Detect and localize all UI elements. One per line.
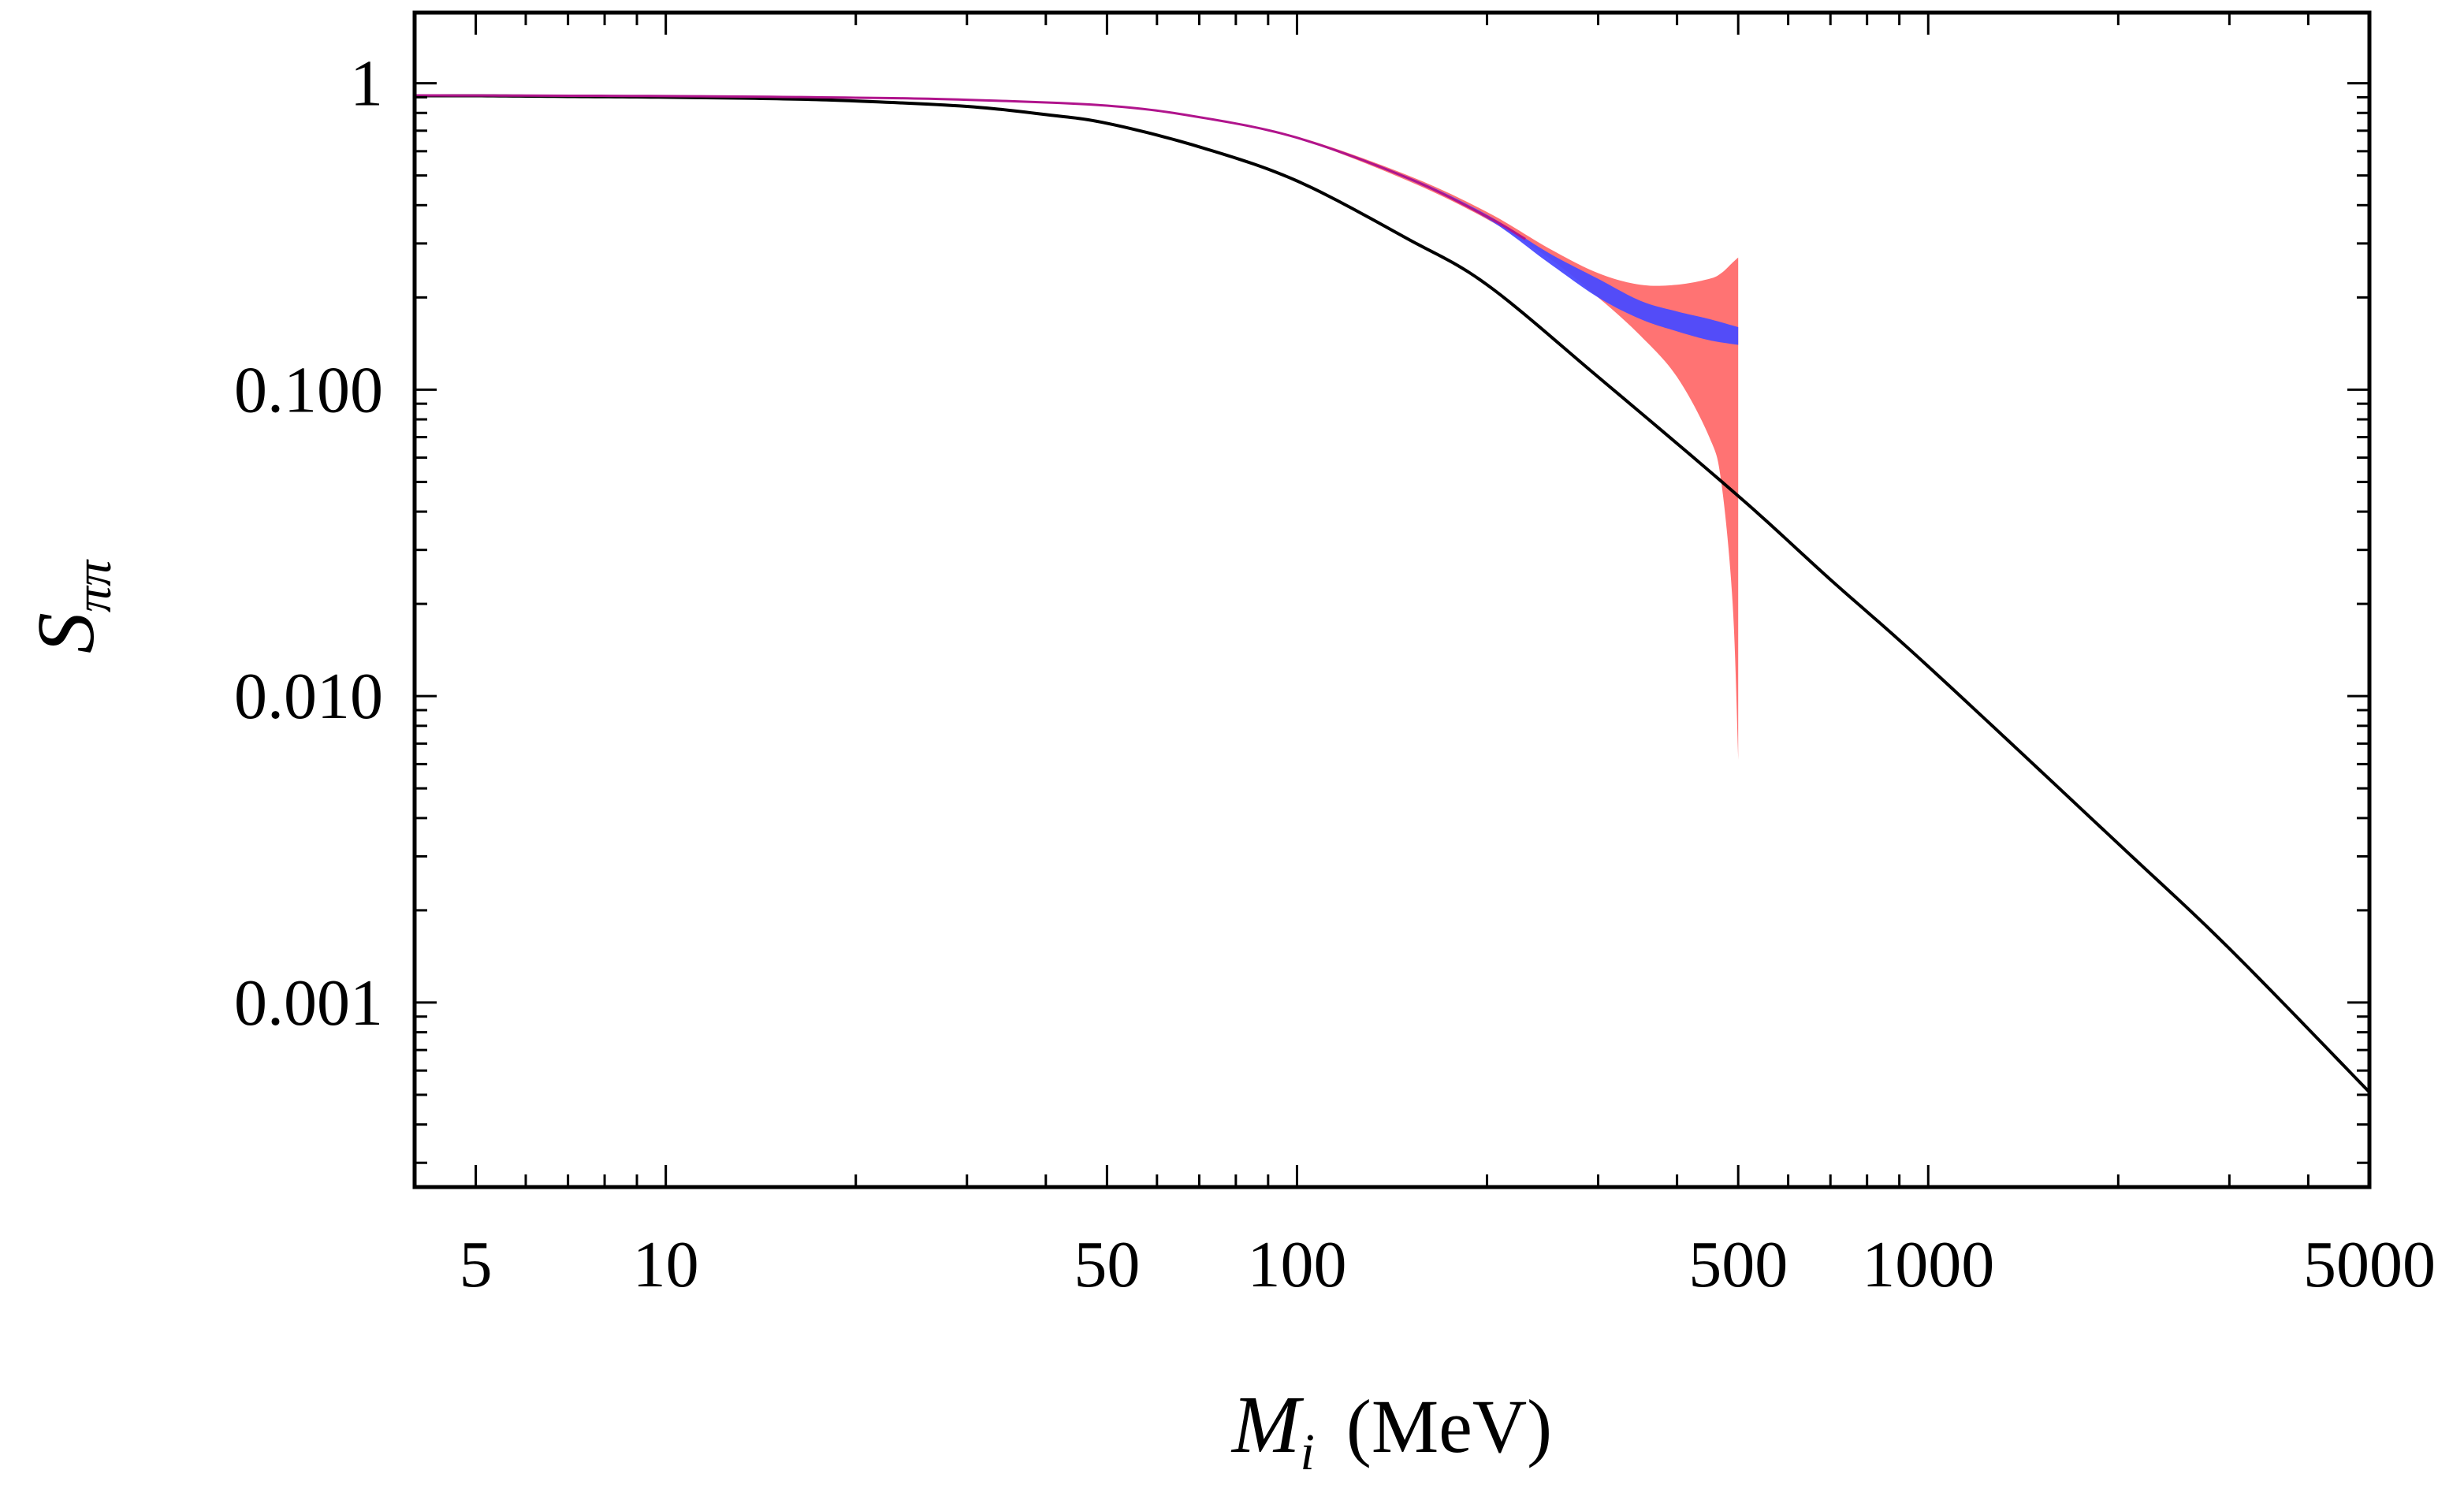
y-tick-label: 1 xyxy=(350,47,383,121)
x-tick-label: 100 xyxy=(1247,1228,1346,1301)
x-axis-label-main: M xyxy=(1230,1379,1305,1470)
data-layer xyxy=(415,94,2369,1094)
x-tick-label: 5000 xyxy=(2303,1228,2436,1301)
ticks-layer xyxy=(413,13,2371,1187)
y-axis-label-main: S xyxy=(20,612,111,653)
y-axis-label-sub: ππ xyxy=(65,559,122,612)
y-axis-label: Sππ xyxy=(20,559,122,653)
red-band xyxy=(415,95,1739,760)
x-axis-label-sub: i xyxy=(1301,1424,1315,1481)
x-tick-label: 10 xyxy=(633,1228,699,1301)
y-tick-label: 0.010 xyxy=(234,660,383,733)
plot-frame xyxy=(412,10,2372,1189)
tick-labels-layer: 5 10 50 100 500 1000 5000 1 0.100 0.010 0.001 xyxy=(234,47,2436,1301)
x-tick-label: 500 xyxy=(1688,1228,1788,1301)
blue-band xyxy=(415,95,1739,345)
black-line xyxy=(415,94,2369,1094)
x-tick-label: 1000 xyxy=(1862,1228,1994,1301)
x-axis-label: Mi (MeV) xyxy=(1230,1379,1552,1481)
y-tick-label: 0.100 xyxy=(234,353,383,426)
magenta-line xyxy=(415,94,1526,240)
y-tick-label: 0.001 xyxy=(234,966,383,1040)
x-tick-label: 5 xyxy=(460,1228,493,1301)
x-axis-label-unit: (MeV) xyxy=(1346,1384,1552,1468)
x-tick-label: 50 xyxy=(1074,1228,1140,1301)
